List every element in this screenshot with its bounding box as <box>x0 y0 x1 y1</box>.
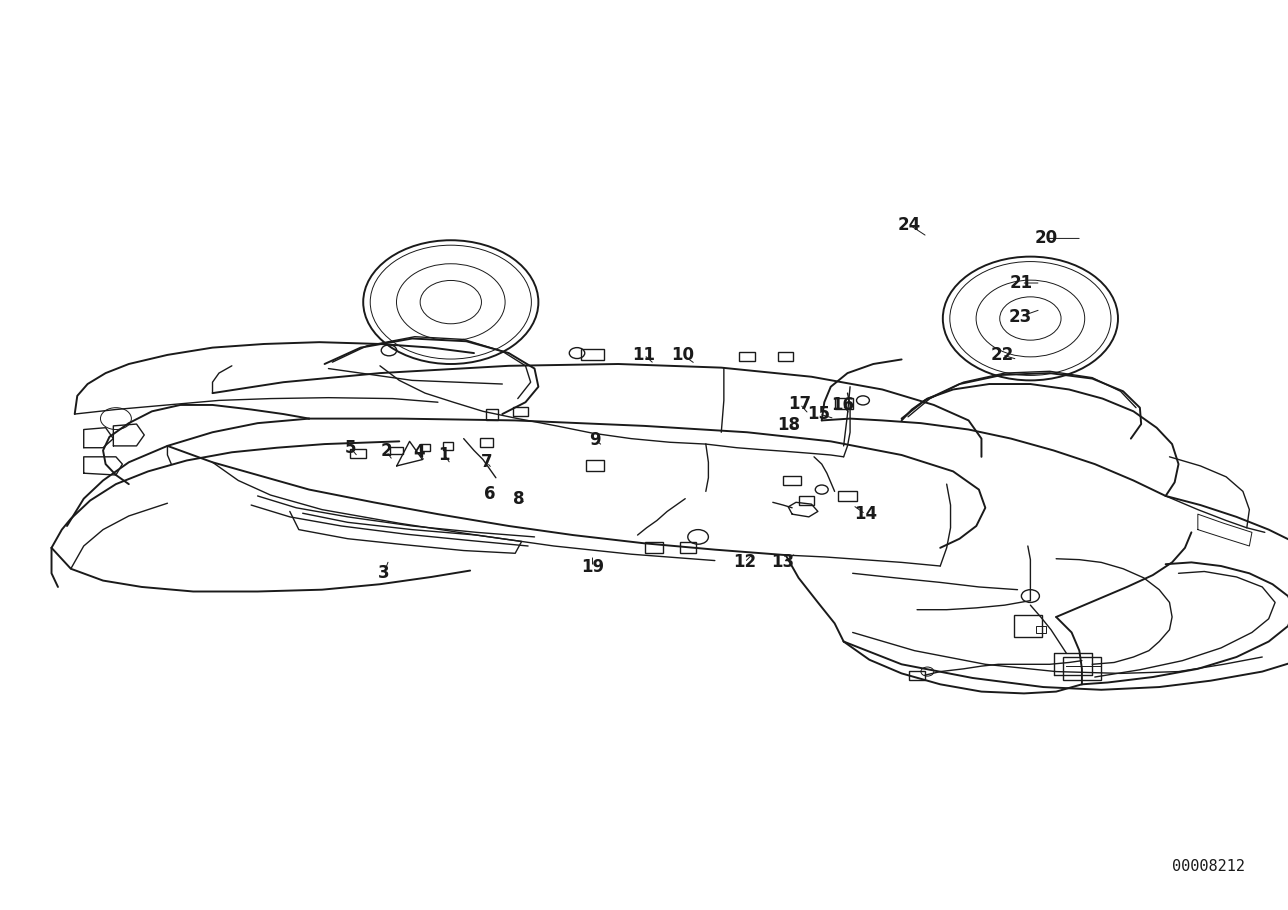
Text: 12: 12 <box>733 553 756 571</box>
Bar <box>838 491 857 501</box>
Bar <box>390 447 403 454</box>
Bar <box>909 671 925 680</box>
Bar <box>799 496 814 505</box>
Bar <box>350 449 366 458</box>
Text: 19: 19 <box>581 558 604 576</box>
Bar <box>645 542 663 553</box>
Bar <box>783 476 801 485</box>
Bar <box>778 352 793 361</box>
Text: 17: 17 <box>788 395 811 413</box>
Bar <box>443 442 453 450</box>
Text: 14: 14 <box>854 505 877 523</box>
Text: 9: 9 <box>589 430 601 449</box>
Text: 6: 6 <box>484 485 495 503</box>
Bar <box>1036 626 1046 633</box>
Text: 18: 18 <box>777 416 800 434</box>
Bar <box>513 407 528 416</box>
Text: 16: 16 <box>831 396 854 414</box>
Text: 15: 15 <box>808 405 831 423</box>
Text: 11: 11 <box>632 346 656 364</box>
Text: 5: 5 <box>345 439 355 457</box>
Text: 00008212: 00008212 <box>1172 859 1244 874</box>
Bar <box>1063 657 1101 681</box>
Text: 4: 4 <box>412 443 425 461</box>
Text: 3: 3 <box>377 564 390 582</box>
Text: 8: 8 <box>514 490 524 508</box>
Text: 21: 21 <box>1010 274 1033 292</box>
Bar <box>1014 615 1042 637</box>
Text: 24: 24 <box>898 216 921 234</box>
Bar <box>680 542 696 553</box>
Bar <box>586 460 604 471</box>
Text: 13: 13 <box>772 553 795 571</box>
Bar <box>486 409 498 420</box>
Text: 2: 2 <box>380 442 393 460</box>
Text: 22: 22 <box>990 346 1014 364</box>
Text: 20: 20 <box>1034 229 1057 248</box>
Bar <box>420 444 430 451</box>
Text: 7: 7 <box>480 453 493 471</box>
Bar <box>480 438 493 447</box>
Text: 10: 10 <box>671 346 694 364</box>
Bar <box>581 349 604 360</box>
Text: 1: 1 <box>439 446 450 464</box>
Bar <box>739 352 755 361</box>
Bar <box>835 398 853 409</box>
Text: 23: 23 <box>1009 308 1032 326</box>
